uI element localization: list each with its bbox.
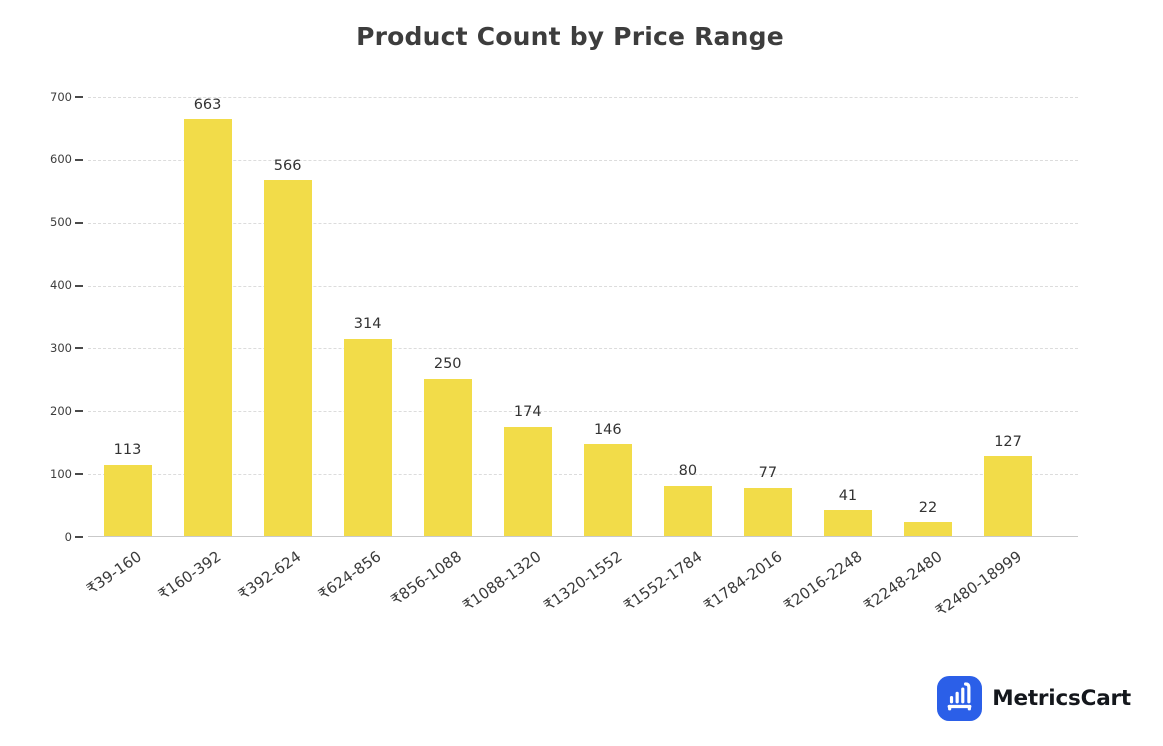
bar-10 [823, 510, 872, 536]
bar-1 [103, 464, 152, 536]
bar-value-label: 127 [994, 433, 1022, 450]
bar-7 [583, 444, 632, 536]
gridline-y100 [88, 474, 1078, 476]
bar-3 [263, 180, 312, 536]
x-axis-line [88, 536, 1078, 537]
bar-value-label: 663 [193, 96, 222, 113]
y-axis-tick-label: 600 [50, 152, 72, 167]
y-tick-mark [75, 96, 83, 98]
y-axis-tick-label: 0 [64, 529, 72, 544]
x-axis-tick-label: ₹624-856 [315, 547, 385, 604]
bar-value-label: 146 [593, 421, 622, 438]
bar-value-label: 113 [113, 442, 142, 459]
y-tick-mark [75, 158, 83, 161]
x-axis-tick-label: ₹39-160 [83, 547, 145, 599]
bar-8 [663, 485, 712, 536]
y-tick-mark [75, 221, 83, 224]
bar-9 [743, 487, 792, 536]
bar-value-label: 80 [678, 463, 698, 480]
bar-value-label: 174 [513, 404, 542, 421]
gridline-y400 [88, 285, 1078, 287]
x-axis-tick-label: ₹1088-1320 [459, 547, 545, 615]
bar-12 [984, 456, 1033, 536]
y-tick-mark [75, 536, 83, 538]
y-tick-mark [75, 284, 83, 287]
gridline-y600 [88, 159, 1078, 161]
y-axis-tick-label: 700 [50, 89, 72, 104]
metricscart-logo-text: MetricsCart [992, 686, 1131, 711]
x-axis-tick-label: ₹160-392 [155, 547, 225, 604]
bar-2 [183, 119, 232, 536]
x-axis-tick-label: ₹1320-1552 [539, 547, 625, 615]
metricscart-logo-icon [937, 676, 983, 721]
metricscart-logo: MetricsCart [937, 676, 1131, 721]
y-tick-mark [75, 473, 83, 476]
plot-area: 0 100 200 300 400 500 600 700 113 ₹39-160 663 ₹160-… [50, 91, 1078, 620]
y-axis-tick-label: 400 [50, 278, 72, 293]
bar-5 [423, 378, 472, 536]
y-tick-mark [75, 347, 83, 350]
x-axis-tick-label: ₹2480-18999 [932, 547, 1026, 620]
bar-value-label: 41 [838, 487, 858, 504]
chart-title: Product Count by Price Range [356, 22, 784, 51]
gridline-y700 [88, 97, 1078, 98]
x-axis-tick-label: ₹392-624 [235, 547, 305, 604]
gridline-y200 [88, 411, 1078, 413]
gridline-y500 [88, 222, 1078, 224]
bar-value-label: 314 [353, 316, 382, 333]
bar-value-label: 250 [433, 356, 462, 373]
bar-6 [503, 426, 552, 536]
x-axis-tick-label: ₹856-1088 [387, 547, 465, 610]
bar-11 [904, 522, 952, 536]
bar-4 [343, 338, 392, 536]
y-axis-tick-label: 300 [50, 340, 72, 355]
y-tick-mark [75, 410, 83, 413]
bar-value-label: 566 [273, 157, 302, 174]
gridline-y300 [88, 348, 1078, 350]
bar-value-label: 77 [758, 465, 778, 482]
y-axis-tick-label: 500 [50, 215, 72, 230]
bar-value-label: 22 [918, 499, 938, 516]
x-axis-tick-label: ₹2016-2248 [780, 547, 866, 615]
y-axis-tick-label: 200 [50, 403, 72, 418]
y-axis-tick-label: 100 [50, 466, 72, 481]
x-axis-tick-label: ₹1784-2016 [699, 547, 786, 615]
x-axis-tick-label: ₹1552-1784 [619, 547, 706, 615]
